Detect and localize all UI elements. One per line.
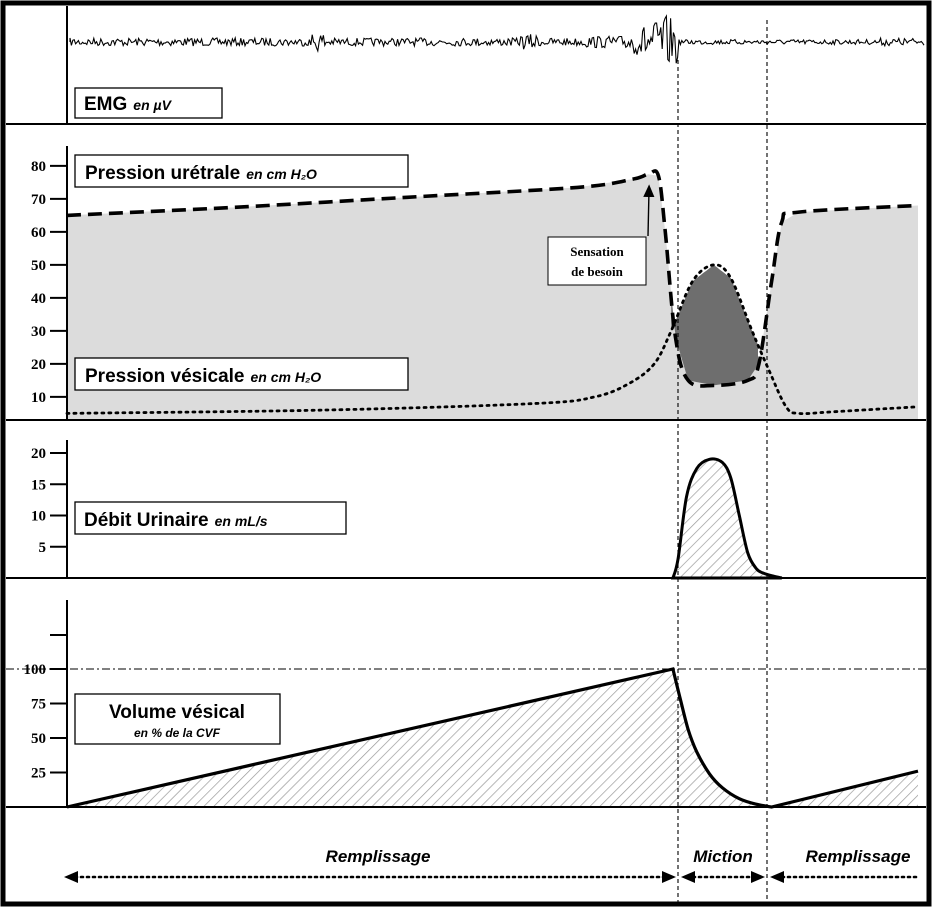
phase-arrowhead-left-1 xyxy=(64,871,78,883)
flow-label: Débit Urinaire en mL/s xyxy=(84,510,268,531)
pressure-tick-label: 20 xyxy=(31,357,46,373)
flow-title: Débit Urinaire xyxy=(84,510,209,531)
sensation-arrow xyxy=(643,184,655,237)
voiding-pressure-area xyxy=(671,264,758,386)
sensation-line1: Sensation xyxy=(570,244,624,259)
pressure-tick-label: 10 xyxy=(31,390,46,406)
phase-label-remplissage-2: Remplissage xyxy=(806,847,911,866)
volume-ticks: 25 50 75 100 xyxy=(24,662,67,782)
volume-curve xyxy=(66,667,919,809)
volume-unit: en % de la CVF xyxy=(134,726,221,740)
vesical-label-box xyxy=(74,357,409,391)
emg-label: EMG en µV xyxy=(84,94,173,115)
volume-title: Volume vésical xyxy=(109,702,245,723)
pressure-tick-label: 60 xyxy=(31,225,46,241)
emg-unit: en µV xyxy=(133,97,172,113)
phase-arrowhead-left-2 xyxy=(681,871,695,883)
phase-label-remplissage-1: Remplissage xyxy=(326,847,431,866)
vesical-unit: en cm H₂O xyxy=(251,369,322,385)
pressure-tick-label: 50 xyxy=(31,258,46,274)
pressure-tick-label: 70 xyxy=(31,192,46,208)
volume-label-box xyxy=(74,693,281,745)
sensation-box xyxy=(547,236,647,286)
pressure-tick-label: 40 xyxy=(31,291,46,307)
flow-tick-label: 20 xyxy=(31,446,46,462)
emg-title: EMG xyxy=(84,94,127,115)
volume-tick-label: 50 xyxy=(31,731,46,747)
phase-arrowhead-right-1 xyxy=(662,871,676,883)
series-pression-uretrale xyxy=(66,169,919,388)
flow-tick-label: 15 xyxy=(31,477,46,493)
vesical-title: Pression vésicale xyxy=(85,366,245,387)
phase-arrowhead-right-2 xyxy=(751,871,765,883)
sensation-line2: de besoin xyxy=(571,264,623,279)
volume-tick-label: 100 xyxy=(24,662,47,678)
flow-label-box xyxy=(74,501,347,535)
pressure-ticks: 10 20 30 40 50 60 70 80 xyxy=(31,159,67,406)
emg-trace xyxy=(69,14,925,64)
flow-unit: en mL/s xyxy=(215,513,268,529)
uretral-title: Pression urétrale xyxy=(85,163,240,184)
flow-tick-label: 10 xyxy=(31,509,46,525)
volume-tick-label: 25 xyxy=(31,766,46,782)
volume-area xyxy=(67,669,918,807)
phase-arrowhead-left-3 xyxy=(770,871,784,883)
flow-curve xyxy=(670,457,783,580)
phase-label-miction: Miction xyxy=(693,847,753,866)
flow-ticks: 5 10 15 20 xyxy=(31,446,67,556)
vesical-label: Pression vésicale en cm H₂O xyxy=(85,366,321,387)
uretral-label: Pression urétrale en cm H₂O xyxy=(85,163,317,184)
uretral-unit: en cm H₂O xyxy=(246,166,317,182)
series-pression-vesicale xyxy=(65,263,920,416)
pressure-tick-label: 30 xyxy=(31,324,46,340)
volume-tick-label: 75 xyxy=(31,697,46,713)
uretral-label-box xyxy=(74,154,409,188)
flow-tick-label: 5 xyxy=(39,540,47,556)
emg-label-box xyxy=(74,87,223,119)
pressure-tick-label: 80 xyxy=(31,159,46,175)
